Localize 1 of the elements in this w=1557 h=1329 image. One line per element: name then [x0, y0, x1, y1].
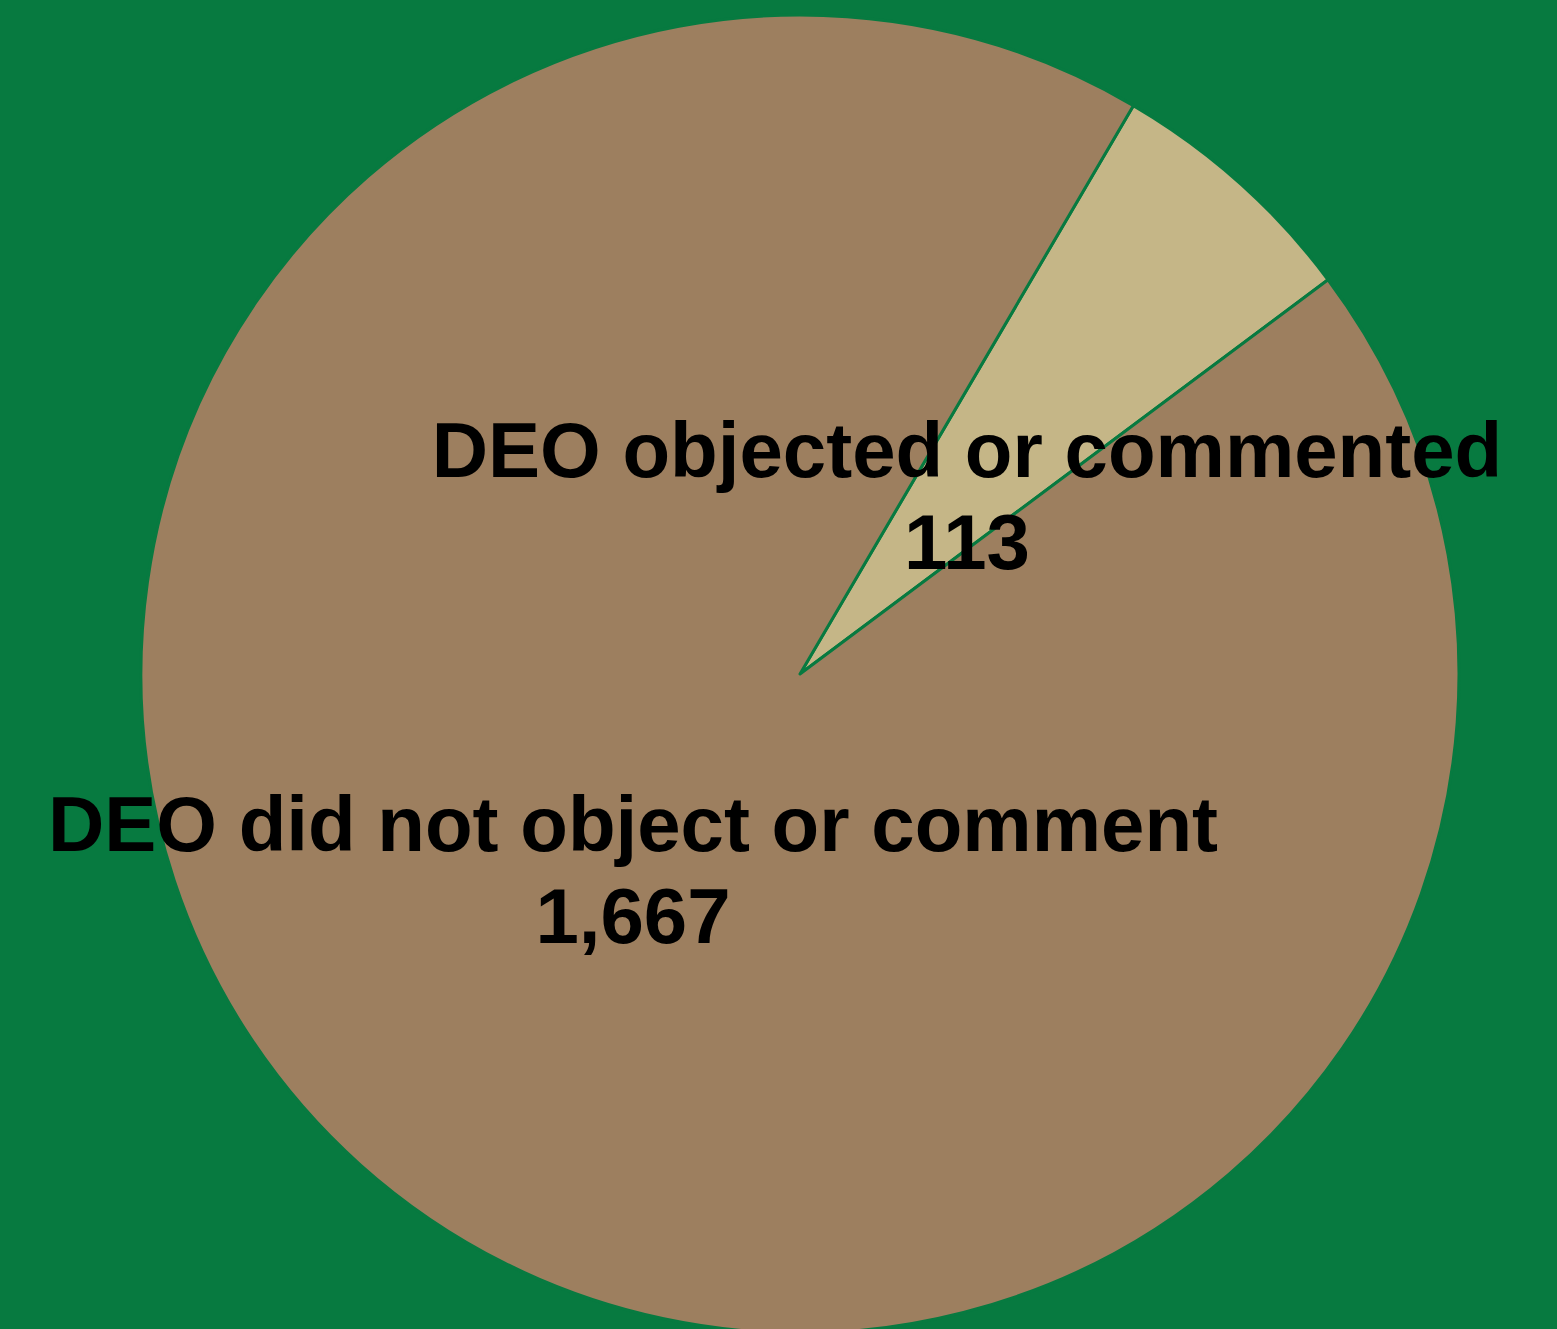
data-label: 1,667 — [535, 871, 731, 960]
